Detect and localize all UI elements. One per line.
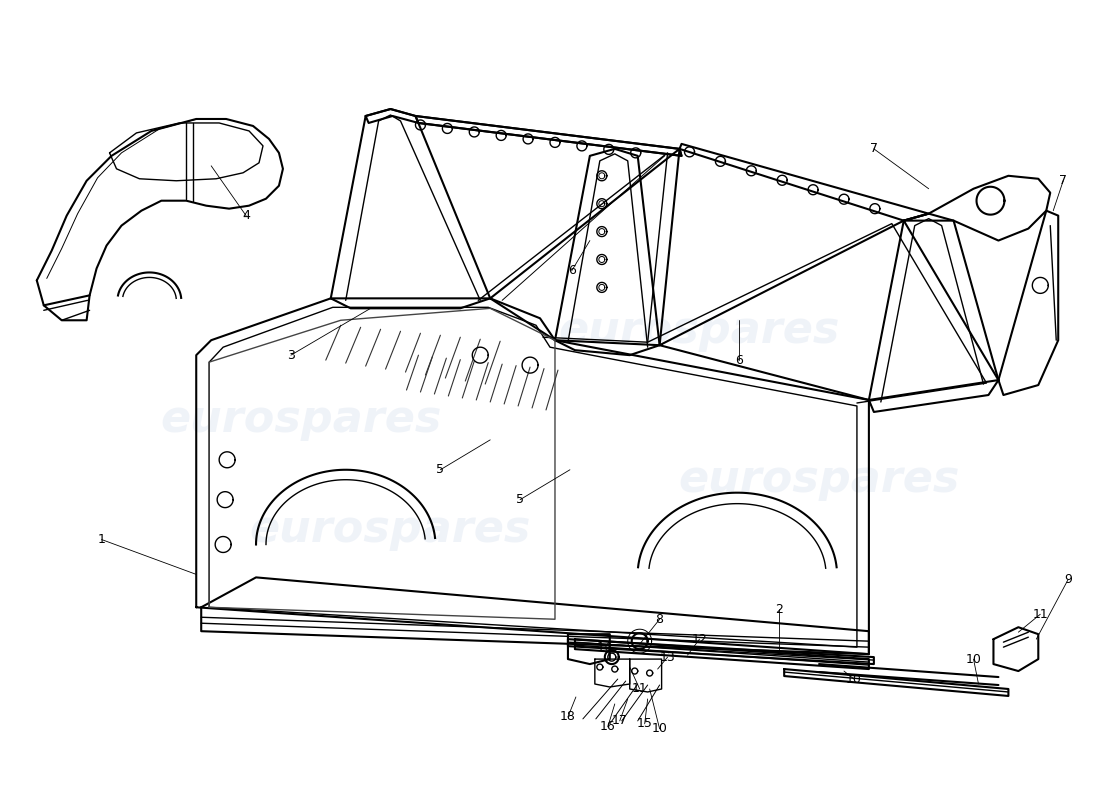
Text: 10: 10 (846, 673, 862, 686)
Text: 3: 3 (287, 349, 295, 362)
Text: 18: 18 (560, 710, 576, 723)
Text: 7: 7 (1059, 174, 1067, 187)
Text: 17: 17 (612, 714, 628, 727)
Text: 4: 4 (242, 209, 250, 222)
Text: 16: 16 (600, 720, 616, 734)
Text: 11: 11 (1033, 608, 1048, 621)
Text: 13: 13 (660, 650, 675, 664)
Text: 6: 6 (736, 354, 744, 366)
Text: 14: 14 (597, 641, 613, 654)
Text: eurospares: eurospares (161, 398, 441, 442)
Text: 5: 5 (516, 493, 524, 506)
Text: 8: 8 (656, 613, 663, 626)
Text: eurospares: eurospares (679, 458, 959, 502)
Text: 15: 15 (637, 718, 652, 730)
Text: 12: 12 (692, 633, 707, 646)
Text: eurospares: eurospares (559, 309, 840, 352)
Text: 9: 9 (1065, 573, 1072, 586)
Text: 10: 10 (651, 722, 668, 735)
Text: 1: 1 (98, 533, 106, 546)
Text: 2: 2 (776, 602, 783, 616)
Text: 7: 7 (870, 142, 878, 155)
Text: eurospares: eurospares (250, 508, 531, 551)
Text: 5: 5 (437, 463, 444, 476)
Text: 10: 10 (966, 653, 981, 666)
Text: 11: 11 (631, 682, 648, 695)
Text: 6: 6 (568, 264, 576, 277)
